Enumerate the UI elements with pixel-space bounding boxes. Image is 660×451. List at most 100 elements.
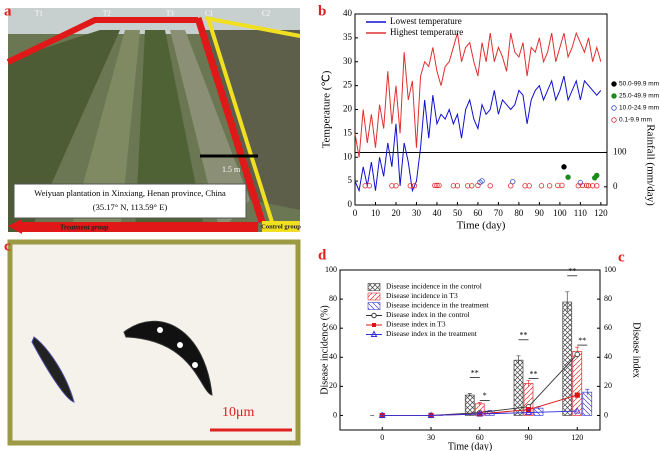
- rain-point: [362, 183, 368, 189]
- x-tick-label: 30: [412, 208, 422, 218]
- x-tick-label: 50: [453, 208, 463, 218]
- legend-swatch: [611, 117, 617, 123]
- x-tick-label: 90: [535, 208, 545, 218]
- legend-marker: [370, 330, 378, 337]
- plot-label: C1: [205, 10, 214, 18]
- line-marker: [574, 392, 580, 398]
- legend-label: 0.1-9.9 mm: [619, 117, 652, 124]
- significance-label: **: [530, 369, 538, 378]
- y-tick-label: 40: [343, 8, 353, 18]
- photo-a: [6, 8, 301, 234]
- significance-label: **: [568, 267, 576, 276]
- chart-d: 0 30 60 90 120 0 20 40 60 80 100 0 20 40 60 80 100 Time (…: [319, 249, 641, 451]
- legend-swatch: [367, 292, 381, 301]
- rain-point: [464, 183, 471, 189]
- legend-swatch: [367, 283, 381, 291]
- rain-point: [479, 178, 485, 184]
- x-axis-title: Time (day): [448, 441, 492, 451]
- rain-point: [579, 182, 586, 189]
- y-tick-label: 60: [329, 323, 337, 332]
- significance-label: **: [520, 331, 528, 340]
- y2-tick-label: 0: [604, 410, 608, 419]
- x-axis-title: Time (day): [457, 220, 506, 232]
- legend-marker: [371, 312, 377, 319]
- y2-axis-title: Disease index: [631, 322, 642, 378]
- legend-label: Disease incidence in T3: [386, 291, 458, 300]
- temperature-line: [354, 75, 602, 193]
- x-tick-label: 40: [432, 208, 442, 218]
- y-tick-label: 0: [348, 199, 353, 209]
- rain-point: [475, 182, 481, 189]
- y-axis-title: Disease incidence (%): [319, 305, 330, 394]
- rain-point: [594, 183, 600, 189]
- x-tick-label: 110: [574, 208, 588, 218]
- y2-tick-label: 60: [604, 323, 612, 332]
- plot-label: C2: [262, 10, 271, 18]
- rain-point: [561, 164, 567, 170]
- error-bar: [477, 402, 482, 406]
- bar: [582, 391, 593, 416]
- significance-label: **: [578, 336, 586, 345]
- rain-point: [411, 183, 418, 189]
- chart-b: 0 10 20 30 40 50 60 70 80 90 100 110 120 0 5 10 15 20 25 30…: [321, 8, 660, 231]
- legend-label: Highest temperature: [390, 27, 463, 37]
- photo-c: [7, 239, 301, 446]
- x-tick-label: 10: [371, 208, 381, 218]
- x-tick-label: 120: [594, 208, 608, 218]
- line-marker: [525, 408, 532, 415]
- temperature-line: [354, 31, 602, 158]
- rain-point: [583, 182, 590, 189]
- legend-swatch: [611, 93, 617, 99]
- panel-mark: c: [618, 249, 625, 265]
- y-axis-title: Temperature (℃): [321, 70, 333, 148]
- y2-axis-title: Rainfall (mm/day): [644, 124, 656, 206]
- location: (35.17° N, 113.59° E): [93, 202, 168, 212]
- y-tick-label: 35: [343, 32, 353, 42]
- legend-swatch: [611, 105, 617, 111]
- y-tick-label: 0: [333, 410, 337, 419]
- y-tick-label: 5: [348, 175, 353, 185]
- rain-point: [469, 183, 475, 189]
- y-tick-label: 25: [343, 80, 353, 90]
- bar: [464, 394, 475, 416]
- plot-label: T3: [166, 10, 174, 18]
- y2-tick-label: 40: [604, 352, 612, 361]
- y2-tick-label: 100: [613, 147, 627, 157]
- plot-frame: [339, 269, 601, 431]
- rain-point: [487, 183, 493, 189]
- rain-point: [407, 183, 414, 189]
- rain-point: [546, 183, 553, 189]
- legend-label: 10.0-24.9 mm: [619, 105, 659, 112]
- rain-point: [508, 183, 514, 189]
- rain-point: [555, 182, 561, 189]
- legend-label: 25.0-49.9 mm: [619, 93, 659, 100]
- panel-label: d: [318, 247, 327, 263]
- x-tick-label: 90: [525, 433, 533, 442]
- location: Weiyuan plantation in Xinxiang, Henan pr…: [34, 188, 226, 198]
- x-tick-label: 60: [473, 208, 483, 218]
- legend-label: Disease index in the control: [386, 310, 470, 319]
- legend-label: Lowest temperature: [390, 16, 462, 26]
- y2-tick-label: 20: [604, 381, 612, 390]
- group-label: Control group: [261, 223, 301, 230]
- scale-label: 1.5 m: [222, 165, 241, 174]
- rain-point: [432, 182, 438, 189]
- x-tick-label: 20: [391, 208, 401, 218]
- legend-label: Disease incidence in the control: [386, 282, 482, 291]
- index-line: [382, 410, 578, 416]
- rain-point: [454, 183, 461, 189]
- error-bar: [467, 393, 472, 397]
- rain-point: [389, 183, 395, 189]
- panel-label: b: [318, 3, 326, 19]
- group-label: Treatment group: [60, 224, 109, 232]
- error-bar: [516, 355, 521, 365]
- y-tick-label: 15: [343, 127, 353, 137]
- line-marker: [378, 411, 386, 418]
- x-tick-label: 80: [514, 208, 524, 218]
- plot-label: T1: [35, 10, 43, 18]
- line-marker: [573, 407, 581, 414]
- rain-point: [559, 182, 565, 189]
- legend-marker: [372, 323, 376, 327]
- x-tick-label: 30: [427, 433, 435, 442]
